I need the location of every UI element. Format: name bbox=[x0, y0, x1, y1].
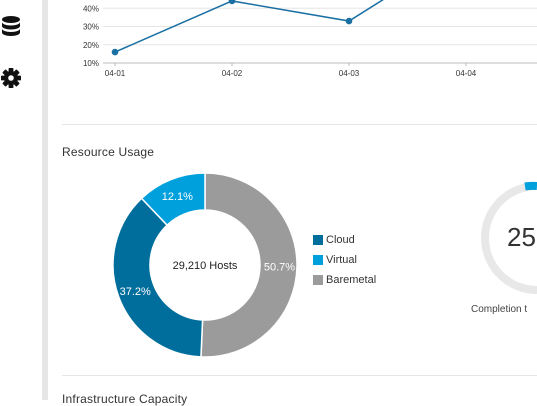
slice-value-label: 50.7% bbox=[264, 262, 295, 274]
gauge-track bbox=[481, 182, 537, 294]
legend-label-baremetal: Baremetal bbox=[326, 274, 377, 286]
data-point[interactable] bbox=[345, 17, 353, 25]
y-tick-label: 40% bbox=[83, 4, 99, 13]
resource-usage-donut: 50.7% 37.2% 12.1% 29,210 Hosts bbox=[112, 172, 298, 358]
donut-slice-baremetal[interactable] bbox=[200, 172, 298, 358]
x-tick-label: 04-04 bbox=[456, 69, 477, 78]
database-icon[interactable] bbox=[0, 15, 22, 39]
legend-label-virtual: Virtual bbox=[326, 254, 357, 266]
x-tick-label: 04-02 bbox=[222, 69, 243, 78]
infrastructure-capacity-title: Infrastructure Capacity bbox=[62, 392, 188, 406]
legend-swatch-baremetal bbox=[313, 275, 323, 285]
legend-item-virtual[interactable]: Virtual bbox=[313, 250, 376, 270]
legend-swatch-virtual bbox=[313, 255, 323, 265]
data-point[interactable] bbox=[228, 0, 236, 5]
completion-gauge: 25 bbox=[481, 181, 537, 294]
series-line bbox=[114, 0, 384, 53]
legend-swatch-cloud bbox=[313, 235, 323, 245]
nav-divider bbox=[42, 0, 48, 400]
y-tick-label: 10% bbox=[83, 59, 99, 68]
slice-value-label: 12.1% bbox=[162, 191, 193, 203]
gear-icon[interactable] bbox=[0, 67, 22, 91]
section-divider-2 bbox=[62, 375, 537, 376]
resource-usage-title: Resource Usage bbox=[62, 145, 155, 159]
legend-label-cloud: Cloud bbox=[326, 234, 355, 246]
data-point[interactable] bbox=[111, 48, 119, 56]
y-tick-label: 20% bbox=[83, 41, 99, 50]
completion-caption: Completion t bbox=[471, 304, 528, 315]
donut-slice-cloud[interactable] bbox=[112, 197, 204, 358]
slice-value-label: 37.2% bbox=[120, 286, 151, 298]
x-tick-label: 04-03 bbox=[339, 69, 360, 78]
resource-usage-legend: Cloud Virtual Baremetal bbox=[313, 230, 376, 290]
legend-item-baremetal[interactable]: Baremetal bbox=[313, 270, 376, 290]
left-nav bbox=[0, 0, 42, 400]
section-divider bbox=[62, 124, 537, 125]
gauge-value: 25 bbox=[507, 222, 536, 252]
donut-center-label: 29,210 Hosts bbox=[173, 260, 238, 272]
y-tick-label: 30% bbox=[83, 23, 99, 32]
gauge-progress-arc bbox=[524, 181, 537, 191]
x-tick-label: 04-01 bbox=[105, 69, 126, 78]
legend-item-cloud[interactable]: Cloud bbox=[313, 230, 376, 250]
donut-slice-virtual[interactable] bbox=[140, 172, 206, 227]
